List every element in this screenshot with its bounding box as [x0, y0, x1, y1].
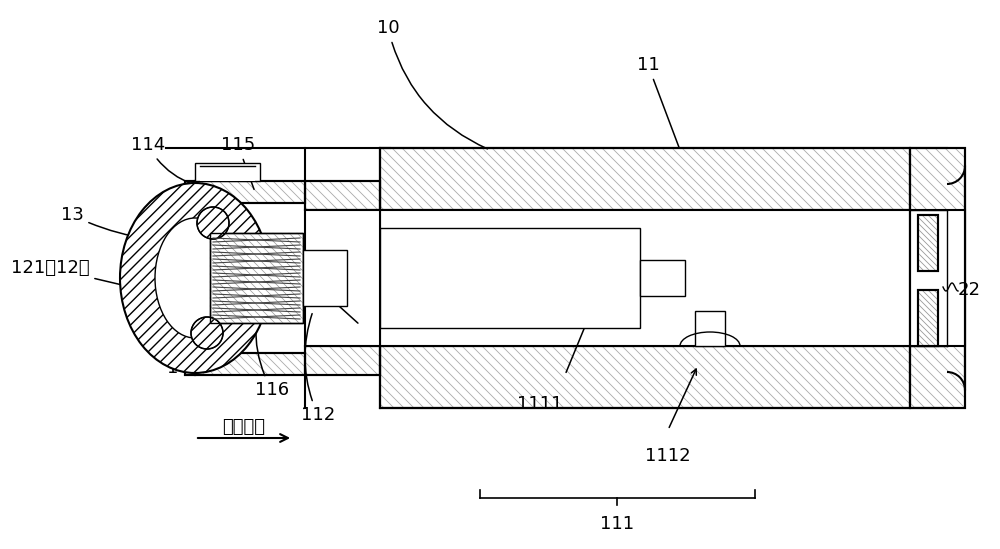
Bar: [918, 215, 938, 271]
Bar: [210, 233, 303, 323]
Bar: [305, 181, 380, 210]
Bar: [910, 148, 965, 408]
Bar: [380, 148, 910, 210]
Text: 114: 114: [131, 136, 192, 184]
Bar: [380, 346, 910, 408]
Bar: [380, 148, 910, 210]
Bar: [195, 181, 305, 203]
Text: 1112: 1112: [645, 447, 691, 465]
Text: 1111: 1111: [517, 395, 563, 413]
Bar: [380, 346, 910, 408]
Text: 13: 13: [61, 206, 210, 241]
Bar: [210, 233, 303, 323]
Bar: [380, 228, 640, 328]
Text: 112: 112: [301, 313, 335, 424]
Ellipse shape: [155, 218, 235, 338]
Bar: [695, 311, 725, 346]
Text: 121（12）: 121（12）: [11, 259, 132, 287]
Bar: [195, 163, 260, 181]
Text: 22: 22: [958, 281, 981, 299]
Bar: [303, 250, 347, 306]
Text: 10: 10: [377, 19, 487, 149]
Bar: [918, 290, 938, 346]
Ellipse shape: [120, 183, 270, 373]
Bar: [200, 166, 255, 181]
Bar: [910, 148, 965, 408]
Bar: [305, 181, 380, 210]
Text: 14: 14: [167, 318, 200, 377]
Bar: [195, 181, 305, 203]
Bar: [195, 353, 305, 375]
Bar: [305, 346, 380, 375]
Circle shape: [191, 317, 223, 349]
Bar: [305, 210, 380, 346]
Circle shape: [197, 207, 229, 239]
Text: 116: 116: [255, 326, 289, 399]
Bar: [910, 210, 965, 346]
Text: 第一方向: 第一方向: [222, 418, 266, 436]
Text: 111: 111: [600, 515, 634, 533]
Bar: [918, 290, 938, 346]
Bar: [918, 215, 938, 271]
Bar: [640, 260, 685, 296]
Bar: [305, 346, 380, 375]
Text: 115: 115: [221, 136, 255, 189]
Bar: [185, 181, 195, 375]
Bar: [185, 181, 195, 375]
Bar: [380, 210, 910, 346]
Bar: [195, 353, 305, 375]
Text: 11: 11: [637, 56, 679, 147]
